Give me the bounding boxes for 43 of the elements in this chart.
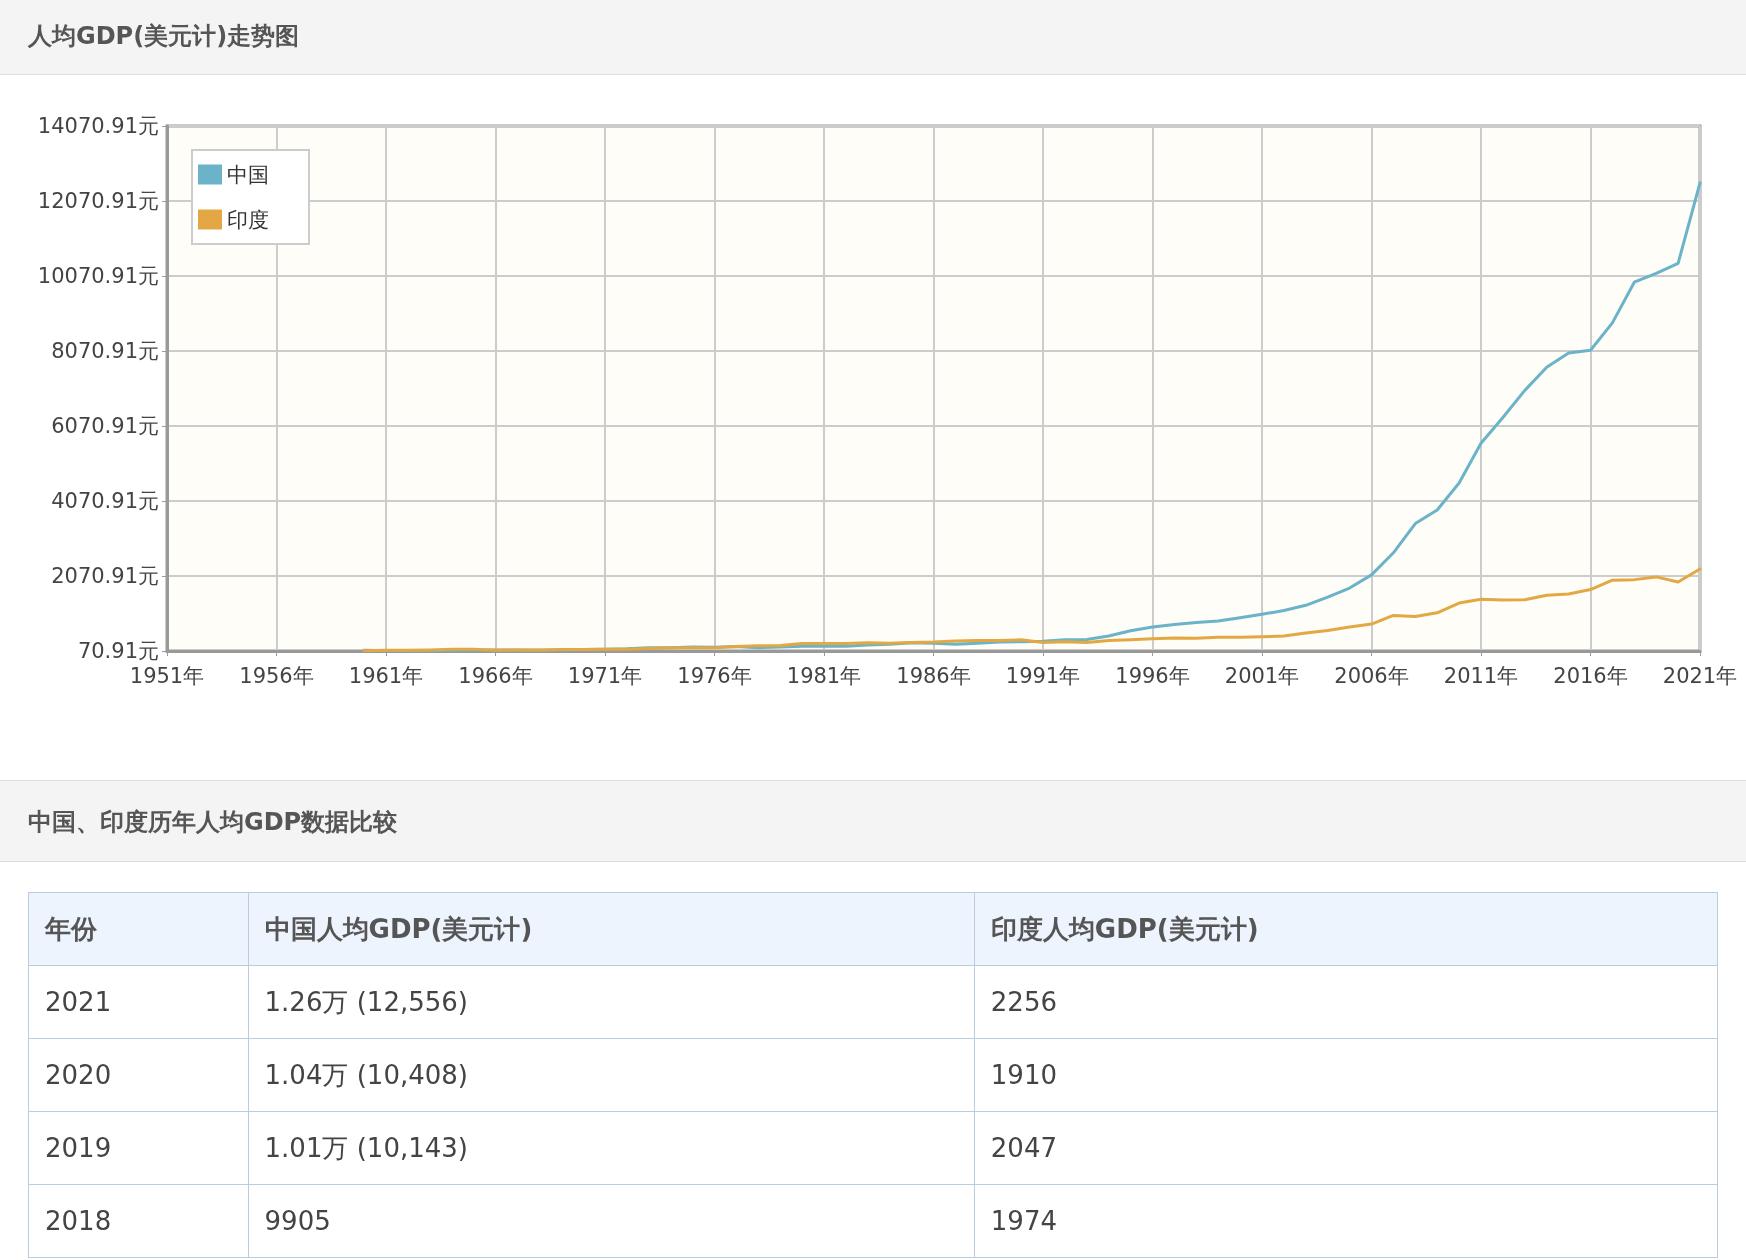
chart-title: 人均GDP(美元计)走势图 bbox=[0, 0, 1746, 75]
x-tick-label: 1986年 bbox=[896, 663, 971, 688]
text: 1.04万 (10,408) bbox=[248, 1038, 975, 1112]
text: 2018 bbox=[28, 1184, 249, 1258]
x-tick-label: 1956年 bbox=[239, 663, 314, 688]
x-tick-label: 2016年 bbox=[1553, 663, 1628, 688]
text: 1974 bbox=[974, 1184, 1718, 1258]
text: 1.01万 (10,143) bbox=[248, 1111, 975, 1185]
y-tick-label: 4070.91元 bbox=[51, 489, 159, 513]
x-tick-label: 1961年 bbox=[348, 663, 424, 688]
x-tick-label: 1976年 bbox=[677, 663, 752, 688]
x-tick-label: 1981年 bbox=[786, 663, 862, 688]
x-tick-label: 1966年 bbox=[458, 663, 533, 688]
x-tick-label: 1971年 bbox=[567, 663, 643, 688]
legend-label: 中国 bbox=[227, 162, 269, 187]
text: 2020 bbox=[28, 1038, 249, 1112]
y-tick-label: 14070.91元 bbox=[37, 114, 159, 138]
text: 印度人均GDP(美元计) bbox=[974, 892, 1718, 966]
text: 1.26万 (12,556) bbox=[248, 965, 975, 1039]
text: 2256 bbox=[974, 965, 1718, 1039]
line-series bbox=[362, 567, 1702, 653]
x-tick-label: 1991年 bbox=[1005, 663, 1081, 688]
text: 9905 bbox=[248, 1184, 975, 1258]
y-tick-label: 8070.91元 bbox=[51, 339, 159, 363]
y-tick-label: 12070.91元 bbox=[37, 189, 159, 213]
text: 中国人均GDP(美元计) bbox=[248, 892, 975, 966]
text: 中国、印度历年人均GDP数据比较 bbox=[0, 780, 1746, 862]
text: 2047 bbox=[974, 1111, 1718, 1185]
x-tick-label: 1996年 bbox=[1115, 663, 1190, 688]
text: 2021 bbox=[28, 965, 249, 1039]
text: 1910 bbox=[974, 1038, 1718, 1112]
x-tick-label: 2021年 bbox=[1662, 663, 1738, 688]
x-tick-label: 1951年 bbox=[129, 663, 205, 688]
x-tick-label: 2001年 bbox=[1224, 663, 1300, 688]
y-tick-label: 6070.91元 bbox=[51, 414, 159, 438]
y-tick-label: 10070.91元 bbox=[37, 264, 159, 288]
text: 年份 bbox=[28, 892, 249, 966]
legend-label: 印度 bbox=[227, 207, 269, 232]
x-tick-label: 2011年 bbox=[1443, 663, 1519, 688]
text: 2019 bbox=[28, 1111, 249, 1185]
y-tick-label: 70.91元 bbox=[77, 639, 159, 663]
y-tick-label: 2070.91元 bbox=[51, 564, 159, 588]
x-tick-label: 2006年 bbox=[1334, 663, 1409, 688]
